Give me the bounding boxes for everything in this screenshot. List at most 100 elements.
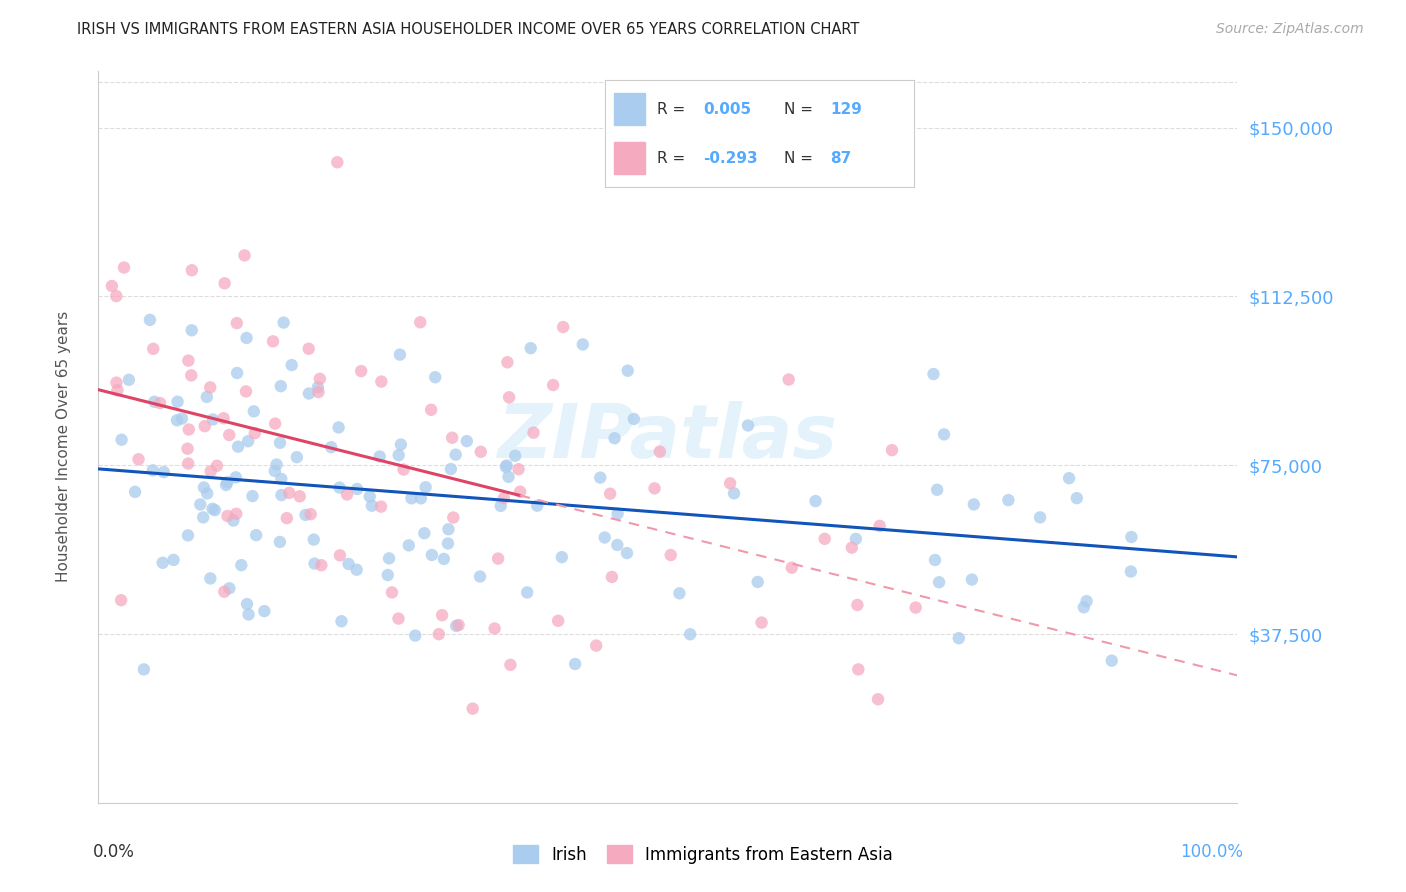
Point <box>200 380 222 394</box>
Point <box>503 449 526 463</box>
Point <box>153 465 176 479</box>
Point <box>413 526 436 541</box>
Point <box>420 402 443 417</box>
Point <box>346 563 368 577</box>
Point <box>606 507 628 521</box>
Point <box>233 248 256 262</box>
Point <box>328 481 350 495</box>
Point <box>269 535 291 549</box>
Point <box>659 548 682 562</box>
Point <box>225 316 247 330</box>
Point <box>329 549 352 563</box>
Text: R =: R = <box>657 151 690 166</box>
Point <box>388 448 411 462</box>
Point <box>270 379 292 393</box>
Point <box>585 639 607 653</box>
Point <box>927 483 949 497</box>
Point <box>298 386 321 401</box>
Point <box>105 376 128 390</box>
Point <box>904 600 927 615</box>
Point <box>194 419 217 434</box>
Point <box>498 470 520 484</box>
Point <box>101 279 124 293</box>
Point <box>495 458 517 473</box>
Point <box>276 511 298 525</box>
Point <box>551 550 574 565</box>
Point <box>212 411 235 425</box>
Point <box>444 448 467 462</box>
Point <box>495 459 517 474</box>
Point <box>389 437 412 451</box>
Point <box>170 411 193 425</box>
Point <box>195 486 218 500</box>
Point <box>509 484 531 499</box>
Point <box>201 412 224 426</box>
Point <box>264 417 287 431</box>
Point <box>177 422 200 436</box>
Point <box>368 450 391 464</box>
Point <box>679 627 702 641</box>
Point <box>498 390 520 404</box>
Point <box>321 440 343 454</box>
Text: N =: N = <box>785 102 818 117</box>
Point <box>1076 594 1098 608</box>
Point <box>124 484 146 499</box>
Point <box>484 622 506 636</box>
Point <box>593 531 616 545</box>
Point <box>388 348 411 362</box>
Point <box>225 470 247 484</box>
Point <box>243 404 266 418</box>
Text: ZIPatlas: ZIPatlas <box>498 401 838 474</box>
Point <box>846 662 869 676</box>
Point <box>841 541 863 555</box>
Point <box>200 571 222 585</box>
Point <box>180 368 202 383</box>
Point <box>616 364 638 378</box>
Point <box>195 390 218 404</box>
Point <box>866 692 889 706</box>
Point <box>177 353 200 368</box>
Point <box>398 538 420 552</box>
Point <box>270 472 292 486</box>
Point <box>166 394 188 409</box>
Point <box>456 434 478 449</box>
Point <box>880 443 903 458</box>
Point <box>468 569 491 583</box>
Point <box>1066 491 1088 505</box>
Point <box>142 342 165 356</box>
Point <box>747 574 769 589</box>
Point <box>110 593 132 607</box>
Point <box>378 551 401 566</box>
Point <box>311 558 333 573</box>
Point <box>960 573 983 587</box>
Point <box>522 425 544 440</box>
Point <box>447 618 470 632</box>
Point <box>214 277 236 291</box>
Point <box>492 491 515 505</box>
Point <box>200 464 222 478</box>
Point <box>110 433 132 447</box>
Text: N =: N = <box>785 151 818 166</box>
Point <box>508 462 530 476</box>
Point <box>143 394 166 409</box>
Point <box>1029 510 1052 524</box>
Point <box>304 557 326 571</box>
Point <box>737 418 759 433</box>
Point <box>804 494 827 508</box>
Point <box>217 508 239 523</box>
Bar <box>614 93 645 125</box>
Point <box>564 657 586 671</box>
Point <box>243 426 266 441</box>
Point <box>924 553 946 567</box>
Point <box>330 614 353 628</box>
Point <box>285 450 308 465</box>
Point <box>205 458 228 473</box>
Point <box>149 396 172 410</box>
Point <box>226 440 249 454</box>
Point <box>308 372 330 386</box>
Point <box>336 487 359 501</box>
Point <box>231 558 253 573</box>
Point <box>932 427 955 442</box>
Point <box>132 662 155 676</box>
Point <box>302 533 325 547</box>
